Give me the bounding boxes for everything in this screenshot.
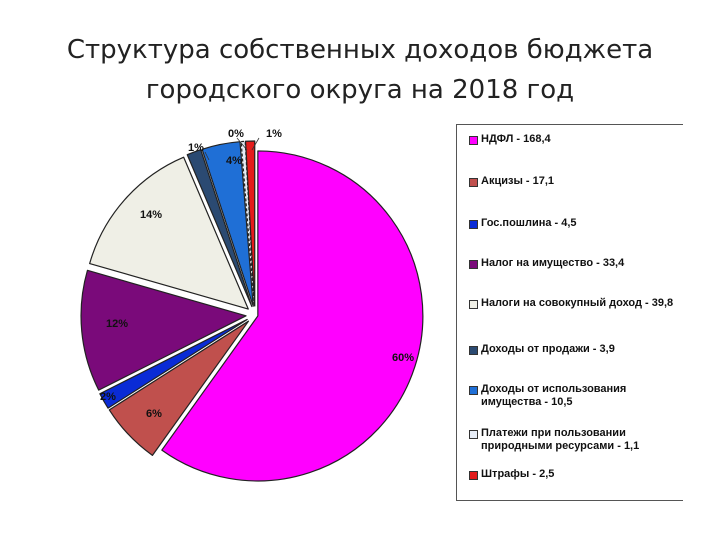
pie-pct-label-5: 14% <box>140 209 162 221</box>
legend-item-4: Налог на имущество - 33,4 <box>469 257 679 270</box>
legend-item-5: Налоги на совокупный доход - 39,8 <box>469 297 679 310</box>
leader-line-2 <box>251 137 260 151</box>
pie-pct-label-6: 1% <box>188 142 204 154</box>
legend-item-9: Штрафы - 2,5 <box>469 468 679 481</box>
pie-pct-label-7: 4% <box>226 155 242 167</box>
legend-label: НДФЛ - 168,4 <box>481 133 551 145</box>
pie-slice-8 <box>240 140 255 307</box>
legend-swatch <box>469 346 478 355</box>
legend-label: Штрафы - 2,5 <box>481 468 555 480</box>
legend-item-2: Акцизы - 17,1 <box>469 175 679 188</box>
pie-pct-label-1: 60% <box>392 352 414 364</box>
pie-slice-4 <box>80 269 247 391</box>
legend-item-8: Платежи при пользовании природными ресур… <box>469 427 679 453</box>
chart-title-line-2: городского округа на 2018 год <box>145 75 575 105</box>
legend-item-6: Доходы от продажи - 3,9 <box>469 343 679 356</box>
legend-swatch <box>469 430 478 439</box>
legend-swatch <box>469 300 478 309</box>
pie-slice-5 <box>89 156 249 310</box>
legend-label: Гос.пошлина - 4,5 <box>481 217 577 229</box>
pie-pct-label-9: 1% <box>266 128 282 140</box>
pie-pct-label-4: 12% <box>106 318 128 330</box>
pie-slice-2 <box>108 320 250 456</box>
legend-label: Акцизы - 17,1 <box>481 175 555 187</box>
chart-legend: НДФЛ - 168,4 Акцизы - 17,1 Гос.пошлина - 4… <box>456 124 683 501</box>
pie-slice-3 <box>99 318 248 409</box>
chart-title: Структура собственных доходов бюджета го… <box>0 30 720 110</box>
leader-line-1 <box>236 137 248 151</box>
legend-swatch <box>469 471 478 480</box>
legend-label: Налоги на совокупный доход - 39,8 <box>481 297 674 309</box>
pie-pct-label-2: 6% <box>146 408 162 420</box>
chart-title-line-1: Структура собственных доходов бюджета <box>66 35 654 65</box>
legend-swatch <box>469 136 478 145</box>
legend-swatch <box>469 386 478 395</box>
legend-label: Налог на имущество - 33,4 <box>481 257 625 269</box>
pie-slice-6 <box>186 149 253 308</box>
legend-swatch <box>469 178 478 187</box>
legend-label: Платежи при пользовании природными ресур… <box>481 427 640 452</box>
legend-item-7: Доходы от использования имущества - 10,5 <box>469 383 679 409</box>
legend-label: Доходы от использования имущества - 10,5 <box>481 383 627 408</box>
legend-label: Доходы от продажи - 3,9 <box>481 343 615 355</box>
legend-item-3: Гос.пошлина - 4,5 <box>469 217 679 230</box>
legend-item-1: НДФЛ - 168,4 <box>469 133 679 146</box>
leader-line-3 <box>204 151 210 161</box>
pie-pct-label-3: 2% <box>100 391 116 403</box>
legend-swatch <box>469 220 478 229</box>
pie-pct-label-8: 0% <box>228 128 244 140</box>
legend-swatch <box>469 260 478 269</box>
pie-slice-1 <box>161 150 424 482</box>
pie-slice-9 <box>244 140 256 307</box>
